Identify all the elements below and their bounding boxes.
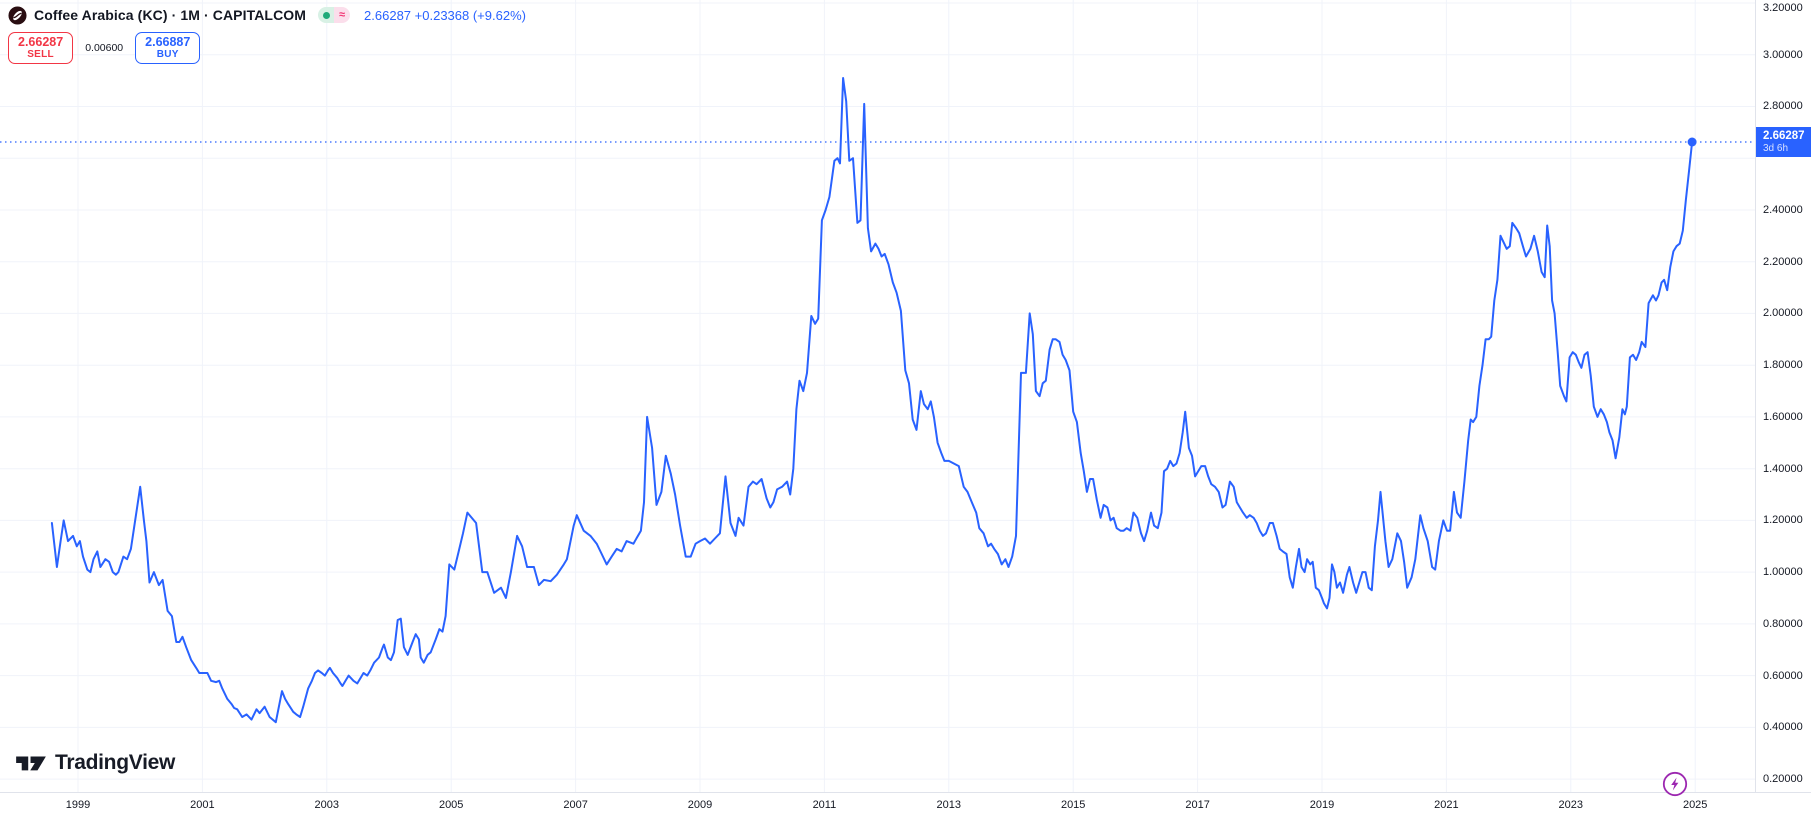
- time-axis-label: 2025: [1682, 799, 1708, 811]
- price-axis-label: 2.20000: [1763, 255, 1803, 268]
- price-axis-label: 2.40000: [1763, 203, 1803, 216]
- price-axis-label: 2.00000: [1763, 307, 1803, 320]
- buy-label: BUY: [156, 49, 179, 61]
- time-axis-label: 2003: [314, 799, 340, 811]
- price-axis-label: 1.60000: [1763, 410, 1803, 423]
- time-axis-label: 2011: [812, 799, 837, 811]
- price-axis-label: 0.40000: [1763, 721, 1803, 734]
- buy-button[interactable]: 2.66887 BUY: [135, 32, 201, 64]
- time-axis-label: 2013: [936, 799, 962, 811]
- price-axis-label: 1.80000: [1763, 359, 1803, 372]
- price-axis[interactable]: 2.66287 3d 6h 3.20000 3.00000 2.80000 2.400…: [1755, 0, 1811, 792]
- time-axis-label: 2017: [1185, 799, 1210, 811]
- price-axis-label: 3.00000: [1763, 48, 1803, 61]
- spread-value: 0.00600: [85, 41, 124, 54]
- market-status-badge[interactable]: ≈: [318, 7, 351, 23]
- bar-countdown: 3d 6h: [1763, 142, 1789, 154]
- time-axis-label: 2009: [687, 799, 713, 811]
- price-axis-label: 0.20000: [1763, 773, 1803, 786]
- time-axis-label: 2001: [190, 799, 215, 811]
- price-axis-label: 1.40000: [1763, 462, 1803, 475]
- time-axis-label: 2019: [1309, 799, 1335, 811]
- time-axis-label: 2007: [563, 799, 588, 811]
- approx-pricing-icon: ≈: [334, 7, 351, 23]
- current-price-value: 2.66287: [1763, 129, 1805, 142]
- tradingview-wordmark: TradingView: [55, 751, 176, 774]
- price-axis-label: 1.00000: [1763, 566, 1803, 579]
- time-axis-label: 1999: [65, 799, 91, 811]
- chart-legend: Coffee Arabica (KC) · 1M · CAPITALCOM ≈ …: [8, 4, 526, 64]
- price-axis-label: 0.80000: [1763, 617, 1803, 630]
- sell-label: SELL: [27, 49, 54, 61]
- time-axis[interactable]: 1999 2001 2003 2005 2007 2009 2011 2013 2015 2017…: [0, 792, 1811, 820]
- time-axis-label: 2023: [1558, 799, 1584, 811]
- market-open-dot-icon: [318, 7, 335, 23]
- price-axis-label: 0.60000: [1763, 669, 1803, 682]
- boost-lightning-icon[interactable]: [1662, 771, 1688, 797]
- price-axis-label: 3.20000: [1763, 2, 1803, 14]
- current-price-label: 2.66287 3d 6h: [1756, 126, 1811, 157]
- tradingview-logo[interactable]: TradingView: [14, 750, 175, 776]
- tradingview-glyph-icon: [16, 756, 46, 771]
- symbol-title[interactable]: Coffee Arabica (KC) · 1M · CAPITALCOM: [34, 7, 307, 23]
- time-axis-label: 2021: [1434, 799, 1459, 811]
- time-axis-label: 2015: [1060, 799, 1086, 811]
- time-axis-label: 2005: [438, 799, 464, 811]
- price-axis-label: 2.80000: [1763, 100, 1803, 113]
- buy-price: 2.66887: [145, 35, 191, 49]
- coffee-bean-logo-icon: [8, 5, 27, 25]
- price-axis-label: 1.20000: [1763, 514, 1803, 527]
- last-price-change: 2.66287 +0.23368 (+9.62%): [364, 7, 526, 23]
- sell-button[interactable]: 2.66287 SELL: [8, 32, 74, 64]
- sell-price: 2.66287: [18, 35, 64, 49]
